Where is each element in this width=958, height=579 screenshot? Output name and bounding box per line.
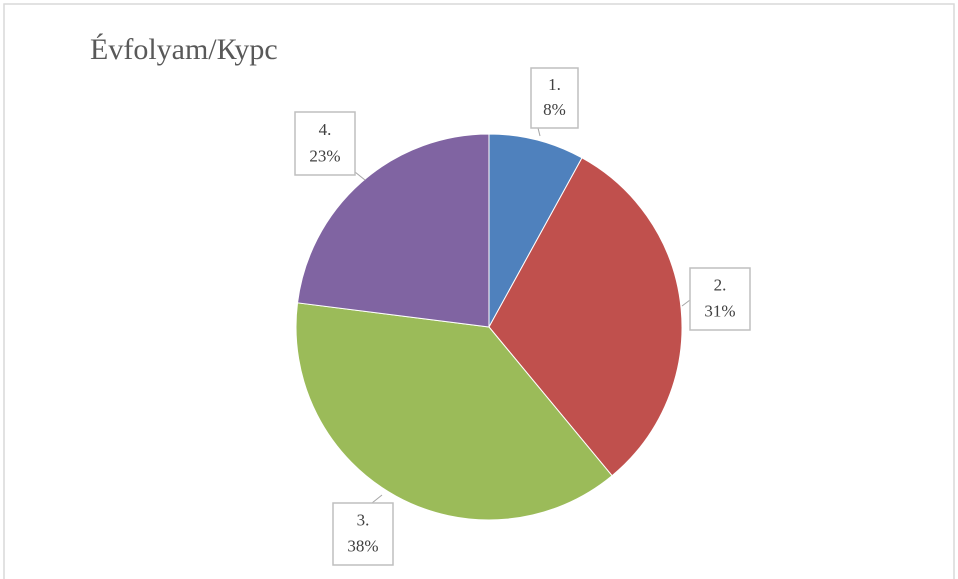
- label-box: [689, 267, 751, 331]
- label-box: [530, 67, 579, 129]
- label-value: 23%: [309, 146, 340, 165]
- pie-slice: [488, 157, 683, 477]
- pie-slice: [488, 133, 583, 328]
- label-value: 38%: [347, 537, 378, 556]
- leader-line: [681, 299, 691, 307]
- label-box: [294, 111, 356, 176]
- chart-title: Évfolyam/Курс: [90, 33, 278, 66]
- pie-slice: [296, 133, 490, 328]
- label-category: 3.: [357, 511, 370, 530]
- leader-line: [371, 494, 383, 504]
- label-value: 31%: [704, 302, 735, 321]
- label-category: 2.: [714, 276, 727, 295]
- pie-slice: [295, 302, 613, 521]
- leader-line: [537, 127, 541, 137]
- label-box: [332, 502, 394, 566]
- label-category: 4.: [319, 120, 332, 139]
- label-value: 8%: [543, 100, 566, 119]
- leader-line: [354, 171, 366, 181]
- label-category: 1.: [548, 75, 561, 94]
